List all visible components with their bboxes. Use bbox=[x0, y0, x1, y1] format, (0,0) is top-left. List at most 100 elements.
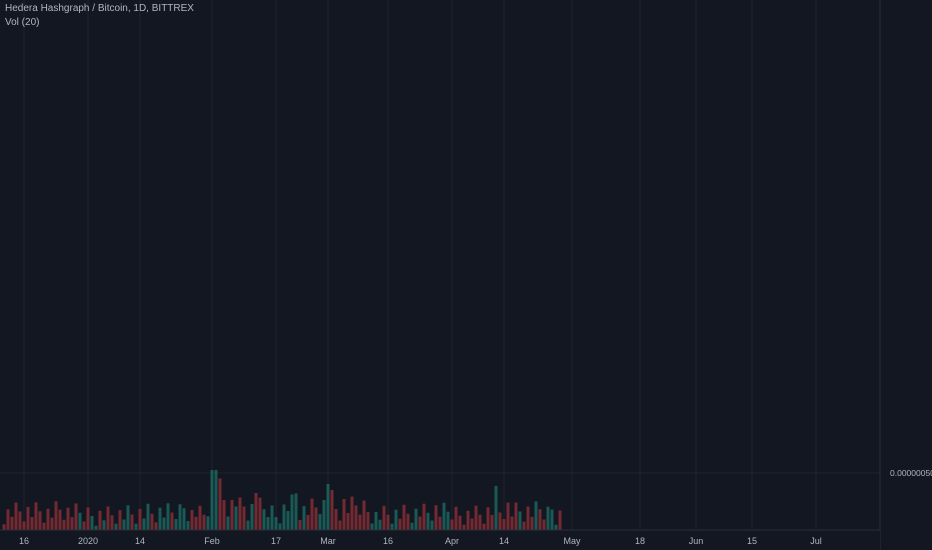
volume-bar bbox=[154, 522, 158, 530]
volume-bar bbox=[514, 502, 518, 530]
volume-bar bbox=[490, 515, 494, 530]
volume-bar bbox=[258, 497, 262, 530]
volume-bar bbox=[150, 513, 154, 530]
volume-bar bbox=[294, 493, 298, 530]
volume-bar bbox=[370, 523, 374, 530]
volume-bar bbox=[318, 514, 322, 530]
volume-bar bbox=[62, 519, 66, 530]
volume-bar bbox=[454, 506, 458, 530]
volume-bar bbox=[130, 514, 134, 530]
volume-bar bbox=[58, 509, 62, 530]
volume-bar bbox=[494, 486, 498, 530]
volume-bar bbox=[526, 506, 530, 530]
volume-bar bbox=[82, 521, 86, 530]
volume-bar bbox=[558, 510, 562, 530]
volume-bar bbox=[522, 521, 526, 530]
volume-bar bbox=[374, 512, 378, 530]
volume-bar bbox=[554, 524, 558, 530]
volume-bar bbox=[530, 516, 534, 530]
volume-bar bbox=[406, 513, 410, 530]
volume-bar bbox=[358, 514, 362, 530]
volume-bar bbox=[10, 516, 14, 530]
volume-bar bbox=[486, 507, 490, 530]
volume-bar bbox=[378, 519, 382, 530]
volume-bar bbox=[238, 497, 242, 530]
volume-bar bbox=[274, 517, 278, 530]
volume-bar bbox=[166, 503, 170, 530]
volume-bar bbox=[302, 506, 306, 530]
time-tick-label: May bbox=[563, 536, 581, 546]
volume-bar bbox=[434, 505, 438, 530]
volume-bar bbox=[110, 515, 114, 530]
volume-bar bbox=[34, 502, 38, 530]
volume-bar bbox=[518, 511, 522, 530]
volume-bar bbox=[382, 505, 386, 530]
volume-bar bbox=[6, 509, 10, 530]
volume-bar bbox=[42, 522, 46, 530]
volume-bar bbox=[162, 517, 166, 530]
time-tick-label: 14 bbox=[135, 536, 145, 546]
volume-bar bbox=[186, 521, 190, 530]
volume-bar bbox=[50, 517, 54, 530]
volume-bar bbox=[74, 503, 78, 530]
volume-bar bbox=[78, 512, 82, 530]
volume-bar bbox=[94, 525, 98, 530]
time-tick-label: Feb bbox=[204, 536, 220, 546]
volume-bar bbox=[546, 506, 550, 530]
volume-bar bbox=[286, 511, 290, 530]
volume-bar bbox=[330, 490, 334, 530]
time-axis: 16 2020 14 Feb 17 Mar 16 Apr 14 May 18 Jun 15 Jul bbox=[0, 529, 880, 550]
volume-bar bbox=[250, 504, 254, 530]
time-tick-label: 17 bbox=[271, 536, 281, 546]
volume-bar bbox=[22, 521, 26, 530]
volume-bar bbox=[390, 523, 394, 530]
volume-bar bbox=[438, 516, 442, 530]
volume-bar bbox=[214, 470, 218, 530]
time-tick-label: 14 bbox=[499, 536, 509, 546]
volume-bar bbox=[334, 509, 338, 530]
volume-bar bbox=[182, 508, 186, 530]
volume-bar bbox=[254, 493, 258, 530]
price-axis: 0.000000500.000001000.000001500.00000200… bbox=[879, 0, 932, 550]
symbol-title[interactable]: Hedera Hashgraph / Bitcoin, 1D, BITTREX bbox=[5, 3, 194, 14]
volume-bar bbox=[446, 511, 450, 530]
volume-bar bbox=[310, 498, 314, 530]
volume-bar bbox=[262, 509, 266, 530]
volume-bar bbox=[218, 478, 222, 530]
volume-bar bbox=[126, 505, 130, 530]
volume-bar bbox=[366, 512, 370, 530]
time-tick-label: 16 bbox=[19, 536, 29, 546]
price-axis-bg bbox=[880, 0, 932, 550]
volume-bar bbox=[422, 503, 426, 530]
volume-bar bbox=[18, 511, 22, 530]
volume-bar bbox=[98, 510, 102, 530]
volume-bar bbox=[30, 517, 34, 530]
volume-bar bbox=[354, 505, 358, 530]
volume-bar bbox=[322, 500, 326, 530]
time-axis-bg bbox=[0, 530, 880, 550]
time-tick-label: 15 bbox=[747, 536, 757, 546]
volume-bar bbox=[418, 516, 422, 530]
volume-bar bbox=[226, 516, 230, 530]
volume-bar bbox=[458, 515, 462, 530]
volume-bar bbox=[474, 505, 478, 530]
volume-bar bbox=[230, 500, 234, 530]
volume-bar bbox=[246, 520, 250, 530]
volume-bar bbox=[198, 505, 202, 530]
volume-bar bbox=[430, 520, 434, 530]
volume-bar bbox=[194, 516, 198, 530]
volume-bar bbox=[450, 519, 454, 530]
volume-bar bbox=[102, 520, 106, 530]
volume-bar bbox=[314, 507, 318, 530]
volume-bar bbox=[306, 515, 310, 530]
time-tick-label: Jul bbox=[810, 536, 822, 546]
volume-bar bbox=[242, 506, 246, 530]
volume-bar bbox=[346, 513, 350, 530]
volume-bar bbox=[298, 520, 302, 530]
time-tick-label: 2020 bbox=[78, 536, 98, 546]
volume-bar bbox=[502, 519, 506, 530]
volume-bar bbox=[426, 512, 430, 530]
volume-indicator-title[interactable]: Vol (20) bbox=[5, 17, 40, 28]
